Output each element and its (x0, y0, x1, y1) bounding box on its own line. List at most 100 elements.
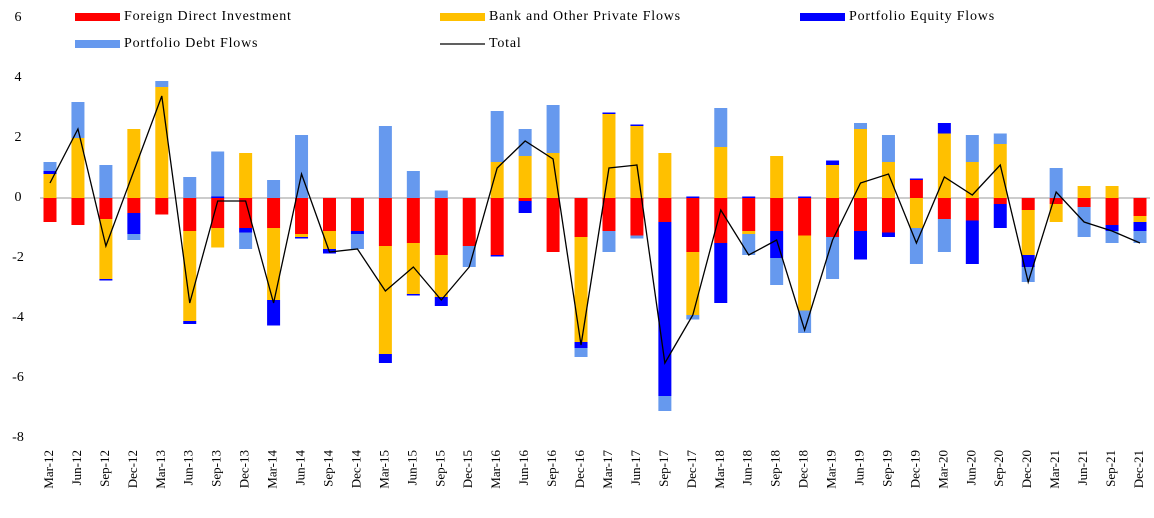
bar (1133, 216, 1147, 222)
bar (1105, 231, 1119, 243)
x-tick-label: Sep-19 (879, 450, 894, 487)
y-tick-label: 4 (15, 70, 22, 85)
bar (630, 124, 644, 126)
bar (826, 237, 840, 279)
bar (71, 102, 85, 138)
bar (937, 123, 951, 134)
bar (239, 232, 253, 249)
bar (742, 198, 756, 231)
x-tick-label: Jun-15 (404, 450, 419, 485)
x-tick-label: Mar-17 (600, 450, 615, 489)
bar (854, 198, 868, 231)
bar (714, 108, 728, 147)
y-tick-label: 0 (15, 190, 22, 205)
bar (127, 213, 141, 234)
bar (518, 198, 532, 201)
bar (993, 144, 1007, 198)
bar (658, 396, 672, 411)
bar (965, 162, 979, 198)
bar (518, 129, 532, 156)
bar (1133, 231, 1147, 243)
legend-swatch (75, 40, 120, 48)
bar (1049, 198, 1063, 204)
x-tick-label: Dec-16 (572, 450, 587, 489)
bar (686, 196, 700, 198)
bar (295, 198, 309, 234)
x-tick-label: Dec-21 (1131, 450, 1146, 488)
bar (350, 198, 364, 231)
bar (43, 171, 57, 174)
bar (434, 297, 448, 306)
x-tick-label: Jun-13 (181, 450, 196, 485)
bar (630, 235, 644, 239)
bar (826, 198, 840, 237)
bar (686, 252, 700, 315)
bar (71, 198, 85, 225)
bar (127, 198, 141, 213)
x-tick-label: Jun-19 (851, 450, 866, 485)
y-tick-label: -6 (12, 370, 24, 385)
bar (434, 190, 448, 198)
x-tick-label: Sep-17 (656, 450, 671, 487)
bar (434, 198, 448, 255)
bar (854, 129, 868, 198)
bar (1021, 255, 1035, 267)
x-tick-label: Sep-12 (97, 450, 112, 487)
bar (239, 153, 253, 198)
bar (378, 126, 392, 198)
bar (1077, 198, 1091, 207)
bar (1133, 222, 1147, 231)
bar (965, 220, 979, 264)
bar (1077, 186, 1091, 198)
bar (1049, 168, 1063, 198)
bar (322, 198, 336, 231)
bar (602, 231, 616, 252)
x-tick-label: Jun-12 (69, 450, 84, 485)
bar (546, 153, 560, 198)
x-tick-label: Dec-15 (460, 450, 475, 488)
x-tick-label: Dec-13 (237, 450, 252, 488)
bar (99, 165, 113, 198)
x-tick-label: Jun-17 (628, 450, 643, 486)
bar (99, 279, 113, 281)
bar (1105, 225, 1119, 231)
x-tick-label: Dec-19 (907, 450, 922, 488)
bar (937, 198, 951, 219)
x-tick-label: Mar-13 (153, 450, 168, 489)
x-tick-label: Sep-20 (991, 450, 1006, 487)
bar (574, 348, 588, 357)
x-tick-label: Jun-14 (293, 450, 308, 486)
bar (378, 198, 392, 246)
bar (183, 177, 197, 198)
y-tick-label: -8 (12, 430, 24, 445)
x-tick-label: Jun-20 (963, 450, 978, 485)
bar (155, 87, 169, 198)
bar (267, 228, 281, 300)
bar (155, 198, 169, 215)
bar (490, 198, 504, 255)
x-tick-label: Sep-16 (544, 450, 559, 487)
legend-label: Total (489, 36, 522, 51)
legend-swatch (75, 13, 120, 21)
bar (43, 198, 57, 222)
bar (211, 151, 225, 197)
bar (211, 196, 225, 198)
bar (1133, 198, 1147, 216)
bar (993, 204, 1007, 228)
bar (1105, 186, 1119, 198)
y-tick-label: -4 (12, 310, 24, 325)
bar (183, 198, 197, 231)
bar (798, 235, 812, 311)
bar (937, 219, 951, 252)
bar (909, 228, 923, 264)
bar (686, 315, 700, 320)
bar (826, 165, 840, 198)
bar (630, 126, 644, 198)
bar (518, 156, 532, 198)
bar (770, 198, 784, 231)
bar (406, 243, 420, 294)
bar (1021, 210, 1035, 255)
bar (658, 222, 672, 396)
bar (211, 228, 225, 248)
